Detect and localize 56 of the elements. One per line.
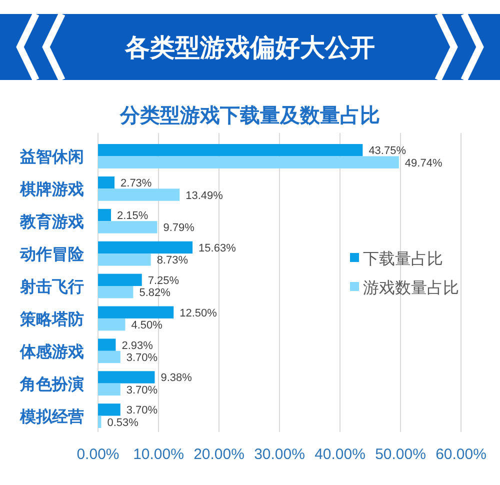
x-tick-label: 50.00% bbox=[375, 446, 426, 463]
chart-subtitle: 分类型游戏下载量及数量占比 bbox=[119, 103, 380, 127]
bar bbox=[98, 416, 102, 428]
data-label: 2.93% bbox=[122, 340, 154, 352]
data-label: 7.25% bbox=[148, 274, 180, 287]
data-label: 15.63% bbox=[198, 242, 236, 254]
y-tick-label: 益智休闲 bbox=[19, 147, 84, 166]
data-label: 13.49% bbox=[186, 190, 224, 202]
bar bbox=[98, 254, 151, 266]
data-label: 12.50% bbox=[180, 307, 218, 320]
bar bbox=[98, 383, 120, 396]
data-label: 9.79% bbox=[163, 222, 195, 234]
y-tick-label: 体感游戏 bbox=[19, 342, 84, 361]
y-tick-label: 动作冒险 bbox=[19, 244, 85, 264]
data-label: 0.53% bbox=[107, 416, 139, 429]
data-label: 5.82% bbox=[139, 287, 171, 300]
bar bbox=[98, 404, 120, 416]
x-tick-label: 40.00% bbox=[314, 446, 366, 463]
bar bbox=[98, 188, 180, 201]
y-tick-label: 策略塔防 bbox=[19, 309, 84, 328]
data-label: 2.15% bbox=[117, 210, 148, 222]
data-label: 3.70% bbox=[126, 352, 158, 364]
x-tick-label: 60.00% bbox=[436, 446, 486, 463]
data-label: 4.50% bbox=[131, 320, 163, 332]
data-label: 2.73% bbox=[120, 178, 152, 190]
legend-label: 游戏数量占比 bbox=[363, 278, 459, 297]
bar bbox=[98, 306, 174, 318]
x-tick-label: 30.00% bbox=[254, 446, 305, 463]
bar bbox=[98, 208, 112, 222]
data-label: 49.74% bbox=[404, 157, 442, 170]
bar bbox=[98, 371, 155, 384]
data-label: 9.38% bbox=[160, 372, 192, 384]
y-tick-label: 教育游戏 bbox=[19, 212, 84, 232]
y-tick-label: 射击飞行 bbox=[19, 277, 84, 296]
x-tick-label: 10.00% bbox=[133, 446, 184, 463]
bar bbox=[98, 176, 115, 189]
bar bbox=[98, 144, 363, 156]
y-tick-label: 棋牌游戏 bbox=[19, 180, 84, 199]
legend-label: 下载量占比 bbox=[363, 249, 443, 268]
y-tick-label: 角色扮演 bbox=[19, 374, 84, 394]
bar bbox=[98, 286, 134, 298]
y-tick-label: 模拟经营 bbox=[19, 406, 84, 426]
x-tick-label: 20.00% bbox=[194, 446, 244, 463]
data-label: 43.75% bbox=[368, 145, 406, 158]
bar bbox=[98, 274, 142, 286]
chart-title: 各类型游戏偏好大公开 bbox=[124, 33, 375, 62]
bar bbox=[98, 221, 158, 234]
bar bbox=[98, 241, 193, 254]
data-label: 8.73% bbox=[156, 254, 188, 267]
bar bbox=[98, 318, 126, 331]
bar bbox=[98, 350, 120, 364]
bar bbox=[98, 338, 116, 351]
data-label: 3.70% bbox=[126, 404, 158, 417]
data-label: 3.70% bbox=[126, 384, 158, 396]
bar bbox=[98, 156, 399, 168]
x-tick-label: 0.00% bbox=[76, 446, 120, 463]
